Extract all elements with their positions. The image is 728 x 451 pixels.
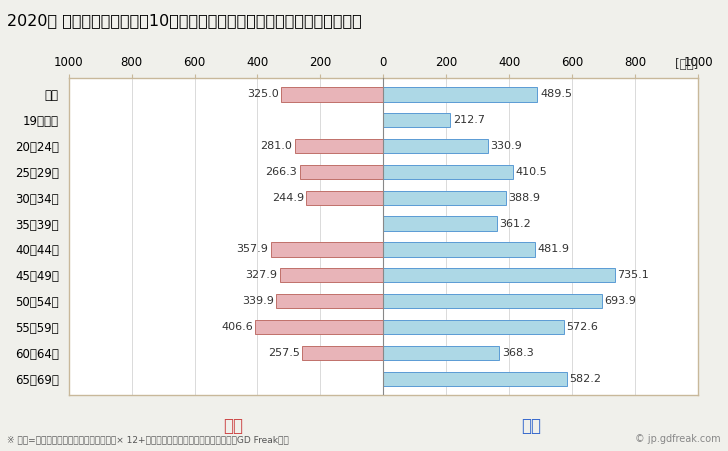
Text: 257.5: 257.5 — [268, 348, 300, 358]
Text: 572.6: 572.6 — [566, 322, 598, 332]
Text: 325.0: 325.0 — [247, 89, 279, 99]
Text: 266.3: 266.3 — [265, 167, 297, 177]
Bar — [384, 139, 488, 153]
Bar — [306, 191, 384, 205]
Bar — [384, 268, 615, 282]
Text: © jp.gdfreak.com: © jp.gdfreak.com — [635, 434, 721, 444]
Bar — [384, 345, 499, 360]
Bar — [384, 113, 451, 127]
Text: 339.9: 339.9 — [242, 296, 274, 306]
Text: [万円]: [万円] — [675, 58, 698, 71]
Text: 281.0: 281.0 — [261, 141, 293, 151]
Bar — [302, 345, 384, 360]
Text: 693.9: 693.9 — [604, 296, 636, 306]
Text: 212.7: 212.7 — [453, 115, 485, 125]
Bar — [384, 294, 602, 308]
Bar — [280, 268, 384, 282]
Text: 388.9: 388.9 — [508, 193, 540, 203]
Bar — [384, 165, 513, 179]
Text: 406.6: 406.6 — [221, 322, 253, 332]
Bar — [384, 320, 563, 334]
Bar — [384, 87, 537, 101]
Text: ※ 年収=「きまって支給する現金給与額」× 12+「年間賞与その他特別給与額」としてGD Freak推計: ※ 年収=「きまって支給する現金給与額」× 12+「年間賞与その他特別給与額」と… — [7, 435, 289, 444]
Text: 361.2: 361.2 — [499, 219, 531, 229]
Text: 女性: 女性 — [223, 417, 243, 435]
Text: 489.5: 489.5 — [540, 89, 572, 99]
Text: 2020年 民間企業（従業者数10人以上）フルタイム労働者の男女別平均年収: 2020年 民間企業（従業者数10人以上）フルタイム労働者の男女別平均年収 — [7, 14, 362, 28]
Bar — [281, 87, 384, 101]
Bar — [384, 216, 497, 231]
Text: 357.9: 357.9 — [237, 244, 268, 254]
Text: 582.2: 582.2 — [569, 373, 601, 384]
Bar — [256, 320, 384, 334]
Bar — [384, 372, 566, 386]
Text: 410.5: 410.5 — [515, 167, 547, 177]
Text: 327.9: 327.9 — [245, 270, 277, 280]
Bar — [277, 294, 384, 308]
Text: 368.3: 368.3 — [502, 348, 534, 358]
Text: 735.1: 735.1 — [617, 270, 649, 280]
Text: 330.9: 330.9 — [490, 141, 522, 151]
Bar — [384, 242, 535, 257]
Text: 481.9: 481.9 — [537, 244, 569, 254]
Text: 男性: 男性 — [521, 417, 542, 435]
Bar — [271, 242, 384, 257]
Bar — [299, 165, 384, 179]
Bar — [295, 139, 384, 153]
Bar — [384, 191, 506, 205]
Text: 244.9: 244.9 — [272, 193, 304, 203]
